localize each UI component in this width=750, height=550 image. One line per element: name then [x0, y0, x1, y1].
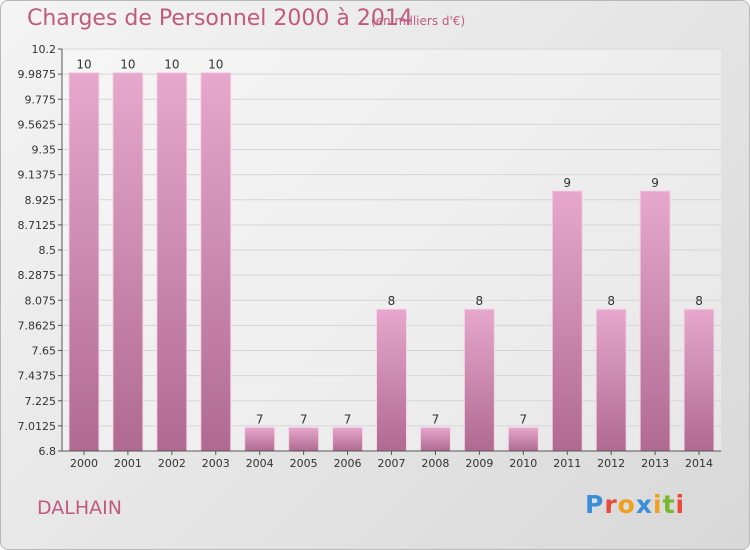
bar-2000[interactable]: [68, 72, 100, 452]
bar-2011[interactable]: [551, 190, 583, 452]
bar-2006[interactable]: [332, 426, 364, 452]
logo-letter: x: [635, 490, 653, 519]
data-label: 10: [164, 58, 179, 72]
x-tick-label: 2001: [114, 457, 142, 470]
x-tick-label: 2007: [378, 457, 406, 470]
y-tick-label: 9.35: [32, 144, 57, 157]
bar-2008[interactable]: [419, 426, 451, 452]
bar-2003[interactable]: [200, 72, 232, 452]
logo-letter: r: [604, 490, 618, 519]
x-tick-label: 2005: [290, 457, 318, 470]
logo-letter: t: [662, 490, 676, 519]
data-label: 10: [76, 58, 91, 72]
bar-2002[interactable]: [156, 72, 188, 452]
x-tick-label: 2012: [597, 457, 625, 470]
data-label: 7: [344, 412, 352, 426]
data-labels: 10 10 10 10 7 7 7 8 7 8 7 9 8 9 8: [76, 58, 703, 427]
x-tick-label: 2014: [685, 457, 713, 470]
commune-name: DALHAIN: [37, 497, 122, 519]
bar-2007[interactable]: [376, 308, 407, 452]
x-tick-label: 2002: [158, 457, 186, 470]
y-tick-label: 8.5: [39, 244, 57, 257]
data-label: 7: [519, 412, 527, 426]
y-tick-label: 7.0125: [18, 420, 57, 433]
x-tick-label: 2010: [509, 457, 537, 470]
x-tick-label: 2003: [202, 457, 230, 470]
bar-2009[interactable]: [463, 308, 495, 452]
logo-letter: i: [653, 490, 663, 519]
chart-title: Charges de Personnel 2000 à 2014: [27, 6, 413, 31]
bar-2012[interactable]: [595, 308, 627, 452]
data-label: 8: [695, 294, 703, 308]
logo-letter: o: [617, 490, 636, 519]
y-tick-label: 7.65: [32, 345, 57, 358]
y-tick-label: 9.775: [25, 93, 57, 106]
data-label: 7: [300, 412, 308, 426]
data-label: 8: [476, 294, 484, 308]
data-label: 10: [120, 58, 135, 72]
bar-2004[interactable]: [244, 426, 276, 452]
data-label: 8: [388, 294, 396, 308]
data-label: 7: [256, 412, 264, 426]
y-tick-label: 9.9875: [18, 68, 57, 81]
x-tick-label: 2000: [70, 457, 98, 470]
y-tick-label: 10.2: [32, 43, 57, 56]
y-tick-label: 8.2875: [18, 269, 57, 282]
y-tick-label: 7.8625: [18, 319, 57, 332]
x-tick-label: 2009: [465, 457, 493, 470]
bar-2013[interactable]: [639, 190, 671, 452]
y-tick-label: 8.7125: [18, 219, 57, 232]
x-tick-label: 2011: [553, 457, 581, 470]
x-tick-label: 2004: [246, 457, 274, 470]
data-label: 7: [432, 412, 440, 426]
x-tick-label: 2013: [641, 457, 669, 470]
data-label: 9: [563, 176, 571, 190]
y-tick-label: 6.8: [39, 445, 57, 458]
y-tick-label: 7.4375: [18, 370, 57, 383]
x-axis-ticks: 2000 2001 2002 2003 2004 2005 2006 2007 2008 2009…: [70, 451, 713, 470]
x-tick-label: 2006: [334, 457, 362, 470]
data-label: 10: [208, 58, 223, 72]
logo-letter: i: [675, 490, 686, 519]
y-tick-label: 9.5625: [18, 118, 57, 131]
logo-letter: P: [585, 490, 605, 519]
bar-2014[interactable]: [683, 308, 715, 452]
y-tick-label: 8.075: [25, 294, 57, 307]
y-tick-label: 8.925: [25, 194, 57, 207]
y-tick-label: 7.225: [25, 395, 57, 408]
y-tick-label: 9.1375: [18, 169, 57, 182]
bars: [68, 72, 715, 452]
data-label: 9: [651, 176, 659, 190]
proxiti-logo[interactable]: Proxiti: [585, 490, 685, 519]
y-axis-ticks: 6.8 7.0125 7.225 7.4375 7.65 7.8625 8.075 8.287…: [18, 43, 62, 458]
bar-2010[interactable]: [507, 426, 539, 452]
bar-2001[interactable]: [112, 72, 144, 452]
chart-subtitle: (en milliers d'€): [371, 14, 466, 28]
data-label: 8: [607, 294, 615, 308]
x-tick-label: 2008: [421, 457, 449, 470]
bar-2005[interactable]: [288, 426, 320, 452]
